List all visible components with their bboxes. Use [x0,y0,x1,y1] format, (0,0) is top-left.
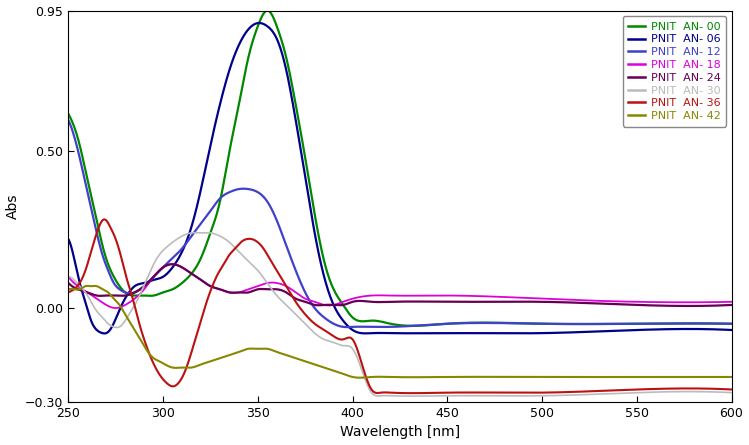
PNIT  AN- 36 [407,391,416,396]
Y-axis label: Abs: Abs [5,194,19,219]
PNIT  AN- 06 [64,236,73,242]
Line: PNIT  AN- 18: PNIT AN- 18 [68,264,732,308]
PNIT  AN- 24 [386,299,395,304]
PNIT  AN- 12 [64,117,73,123]
PNIT  AN- 18 [112,305,121,311]
PNIT  AN- 12 [342,324,351,330]
PNIT  AN- 42 [387,374,396,380]
PNIT  AN- 30 [727,390,736,395]
PNIT  AN- 42 [708,374,717,380]
PNIT  AN- 12 [727,321,736,326]
Line: PNIT  AN- 30: PNIT AN- 30 [68,233,732,396]
Line: PNIT  AN- 12: PNIT AN- 12 [68,120,732,327]
PNIT  AN- 06 [727,328,736,333]
PNIT  AN- 18 [708,299,717,305]
PNIT  AN- 06 [586,329,595,334]
Line: PNIT  AN- 36: PNIT AN- 36 [68,219,732,393]
PNIT  AN- 00 [263,8,272,13]
PNIT  AN- 42 [98,287,107,292]
PNIT  AN- 24 [727,302,736,307]
PNIT  AN- 42 [586,374,595,380]
PNIT  AN- 24 [369,299,378,305]
PNIT  AN- 36 [586,388,595,394]
PNIT  AN- 06 [100,331,109,336]
PNIT  AN- 18 [97,300,106,305]
PNIT  AN- 24 [64,280,73,286]
PNIT  AN- 30 [203,230,212,235]
PNIT  AN- 42 [369,374,378,380]
Line: PNIT  AN- 42: PNIT AN- 42 [68,286,732,378]
PNIT  AN- 12 [369,324,378,330]
PNIT  AN- 06 [708,327,717,332]
PNIT  AN- 12 [586,321,595,327]
PNIT  AN- 30 [708,389,717,395]
PNIT  AN- 06 [97,330,106,336]
Legend: PNIT  AN- 00, PNIT  AN- 06, PNIT  AN- 12, PNIT  AN- 18, PNIT  AN- 24, PNIT  AN- : PNIT AN- 00, PNIT AN- 06, PNIT AN- 12, P… [622,16,726,127]
PNIT  AN- 24 [708,303,717,308]
PNIT  AN- 00 [727,321,736,326]
PNIT  AN- 24 [586,300,595,306]
PNIT  AN- 36 [97,218,106,223]
PNIT  AN- 00 [369,318,378,323]
PNIT  AN- 06 [387,331,396,336]
PNIT  AN- 00 [97,242,106,247]
PNIT  AN- 36 [369,389,378,394]
PNIT  AN- 18 [727,299,736,304]
Line: PNIT  AN- 06: PNIT AN- 06 [68,23,732,333]
PNIT  AN- 06 [255,20,264,26]
PNIT  AN- 30 [407,393,416,399]
PNIT  AN- 12 [708,321,717,326]
PNIT  AN- 30 [586,392,595,397]
PNIT  AN- 00 [386,321,395,327]
PNIT  AN- 30 [97,315,106,320]
PNIT  AN- 06 [369,330,378,336]
Line: PNIT  AN- 24: PNIT AN- 24 [68,264,732,306]
PNIT  AN- 18 [64,274,73,279]
PNIT  AN- 12 [708,321,717,326]
PNIT  AN- 00 [64,111,73,117]
PNIT  AN- 36 [708,386,717,392]
PNIT  AN- 00 [708,321,717,326]
PNIT  AN- 18 [387,293,396,298]
PNIT  AN- 24 [685,303,694,309]
PNIT  AN- 18 [369,293,378,298]
PNIT  AN- 36 [727,387,736,392]
PNIT  AN- 30 [369,392,378,397]
PNIT  AN- 24 [97,293,106,299]
PNIT  AN- 42 [82,283,91,288]
PNIT  AN- 24 [709,303,718,308]
PNIT  AN- 00 [586,321,595,327]
PNIT  AN- 30 [709,389,718,395]
PNIT  AN- 12 [97,251,106,257]
PNIT  AN- 00 [709,321,718,326]
PNIT  AN- 36 [64,290,73,295]
PNIT  AN- 42 [64,287,73,292]
PNIT  AN- 30 [64,274,73,279]
PNIT  AN- 18 [168,262,177,267]
PNIT  AN- 24 [167,262,176,267]
PNIT  AN- 36 [386,390,395,395]
PNIT  AN- 42 [727,374,736,380]
PNIT  AN- 42 [709,374,718,380]
X-axis label: Wavelength [nm]: Wavelength [nm] [340,425,460,440]
PNIT  AN- 18 [586,298,595,303]
PNIT  AN- 00 [408,323,417,328]
PNIT  AN- 06 [709,327,718,332]
Line: PNIT  AN- 00: PNIT AN- 00 [68,11,732,326]
PNIT  AN- 12 [386,324,395,329]
PNIT  AN- 36 [709,386,718,392]
PNIT  AN- 30 [386,393,395,398]
PNIT  AN- 18 [709,299,718,305]
PNIT  AN- 36 [100,217,109,222]
PNIT  AN- 42 [356,375,365,380]
